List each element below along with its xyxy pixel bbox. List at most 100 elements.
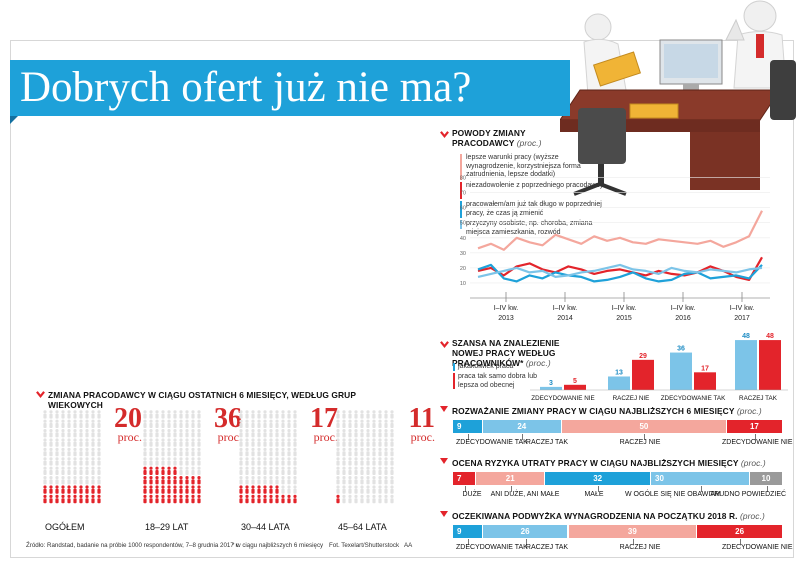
person-icon xyxy=(336,410,340,419)
segment-label: ZDECYDOWANIE NIE xyxy=(722,544,793,551)
person-head xyxy=(149,476,153,480)
person-body xyxy=(372,413,376,419)
person-body xyxy=(55,423,59,428)
person-head xyxy=(91,494,95,498)
person-head xyxy=(366,410,370,414)
person-icon xyxy=(173,438,177,447)
person-icon xyxy=(155,429,159,438)
chance-title-text: Szansa na znalezienie nowej pracy według… xyxy=(452,338,560,368)
person-head xyxy=(360,466,364,470)
person-icon xyxy=(251,438,255,447)
person-icon xyxy=(287,476,291,485)
stack-title: Oczekiwana podwyżka wynagrodzenia na poc… xyxy=(452,511,792,521)
person-icon xyxy=(384,476,388,485)
person-body xyxy=(161,423,165,428)
person-body xyxy=(342,423,346,428)
person-body xyxy=(378,479,382,485)
person-body xyxy=(49,451,53,457)
person-body xyxy=(257,488,261,494)
person-head xyxy=(342,457,346,461)
person-icon xyxy=(245,410,249,419)
person-body xyxy=(191,488,195,494)
person-icon xyxy=(97,429,101,438)
person-icon xyxy=(239,457,243,466)
person-body xyxy=(275,451,279,457)
chance-bar-chart: 3 5 ZDECYDOWANIE NIE 13 29 RACZEJ NIE 36 17 ZDEC… xyxy=(530,333,788,402)
person-body xyxy=(360,451,364,457)
person-body xyxy=(360,470,364,475)
person-icon xyxy=(167,447,171,457)
person-icon xyxy=(91,466,95,475)
person-icon xyxy=(366,457,370,466)
person-icon xyxy=(245,429,249,438)
person-icon xyxy=(197,485,201,494)
person-icon xyxy=(173,419,177,428)
person-body xyxy=(245,498,249,504)
person-body xyxy=(85,413,89,419)
person-head xyxy=(390,457,394,461)
person-icon xyxy=(173,410,177,419)
person-icon xyxy=(390,494,394,504)
person-head xyxy=(281,466,285,470)
person-icon xyxy=(155,419,159,428)
person-icon xyxy=(55,457,59,466)
person-icon xyxy=(378,419,382,428)
person-icon xyxy=(161,466,165,475)
person-head xyxy=(239,494,243,498)
person-body xyxy=(269,498,273,504)
person-icon xyxy=(191,438,195,447)
person-body xyxy=(293,479,297,485)
person-body xyxy=(275,498,279,504)
person-icon xyxy=(91,485,95,494)
person-body xyxy=(269,451,273,457)
chevron-marker xyxy=(440,406,448,412)
person-head xyxy=(85,457,89,461)
person-icon xyxy=(366,466,370,475)
person-head xyxy=(257,476,261,480)
person-body xyxy=(61,470,65,475)
person-icon xyxy=(43,494,47,504)
person-head xyxy=(149,410,153,414)
person-head xyxy=(149,429,153,433)
person-body xyxy=(79,470,83,475)
x-tick-label: 2017 xyxy=(734,315,750,322)
person-head xyxy=(67,438,71,442)
person-icon xyxy=(173,485,177,494)
person-icon xyxy=(191,476,195,485)
person-head xyxy=(85,438,89,442)
person-head xyxy=(239,485,243,489)
person-body xyxy=(143,498,147,504)
percent-unit: proc. xyxy=(217,430,242,444)
chevron-marker xyxy=(440,458,448,464)
person-icon xyxy=(173,447,177,457)
person-head xyxy=(239,447,243,451)
person-body xyxy=(378,432,382,438)
y-tick-label: 10 xyxy=(460,281,466,287)
person-head xyxy=(155,438,159,442)
person-icon xyxy=(61,429,65,438)
person-head xyxy=(185,419,189,423)
person-icon xyxy=(293,438,297,447)
person-head xyxy=(342,476,346,480)
person-body xyxy=(342,432,346,438)
person-icon xyxy=(155,457,159,466)
x-tick-label: 2014 xyxy=(557,315,573,322)
person-body xyxy=(348,441,352,447)
person-body xyxy=(179,451,183,457)
person-head xyxy=(239,429,243,433)
person-head xyxy=(49,429,53,433)
person-head xyxy=(43,485,47,489)
person-icon xyxy=(67,476,71,485)
person-body xyxy=(348,488,352,494)
chance-title: Szansa na znalezienie nowej pracy według… xyxy=(452,338,592,368)
person-head xyxy=(257,457,261,461)
person-body xyxy=(378,488,382,494)
person-head xyxy=(191,457,195,461)
person-head xyxy=(149,447,153,451)
person-head xyxy=(161,485,165,489)
x-tick-label: I–IV kw. xyxy=(494,305,519,312)
person-body xyxy=(149,432,153,438)
person-body xyxy=(179,479,183,485)
person-head xyxy=(167,494,171,498)
person-icon xyxy=(257,410,261,419)
